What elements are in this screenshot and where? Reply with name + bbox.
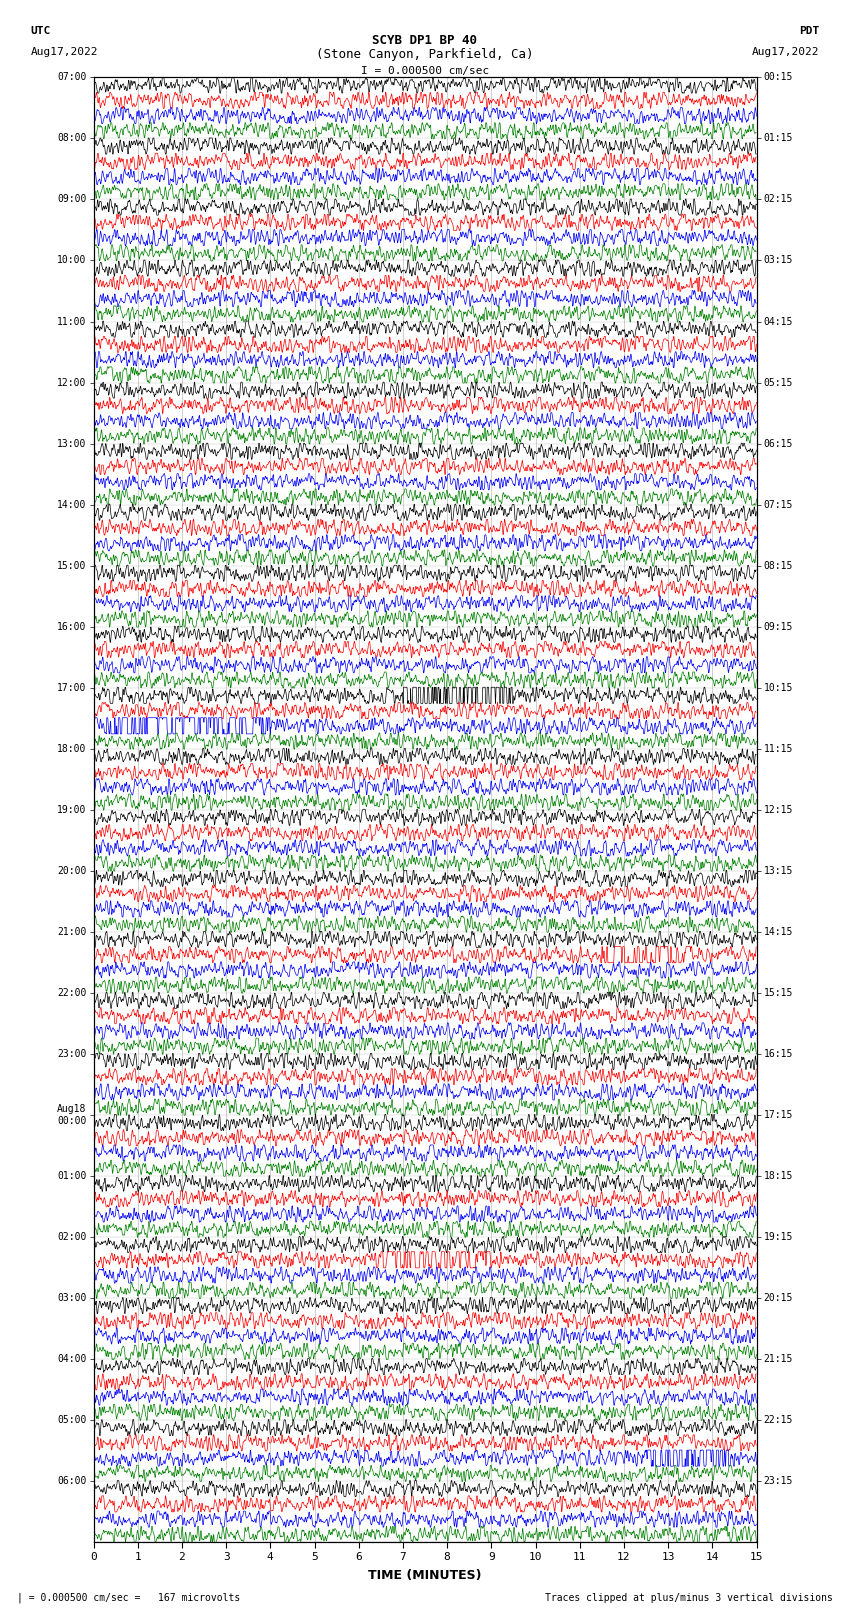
Text: I = 0.000500 cm/sec: I = 0.000500 cm/sec	[361, 66, 489, 76]
X-axis label: TIME (MINUTES): TIME (MINUTES)	[368, 1569, 482, 1582]
Text: (Stone Canyon, Parkfield, Ca): (Stone Canyon, Parkfield, Ca)	[316, 48, 534, 61]
Text: SCYB DP1 BP 40: SCYB DP1 BP 40	[372, 34, 478, 47]
Text: UTC: UTC	[31, 26, 51, 37]
Text: Traces clipped at plus/minus 3 vertical divisions: Traces clipped at plus/minus 3 vertical …	[545, 1594, 833, 1603]
Text: Aug17,2022: Aug17,2022	[31, 47, 98, 56]
Text: Aug17,2022: Aug17,2022	[752, 47, 819, 56]
Text: | = 0.000500 cm/sec =   167 microvolts: | = 0.000500 cm/sec = 167 microvolts	[17, 1592, 241, 1603]
Text: PDT: PDT	[799, 26, 819, 37]
